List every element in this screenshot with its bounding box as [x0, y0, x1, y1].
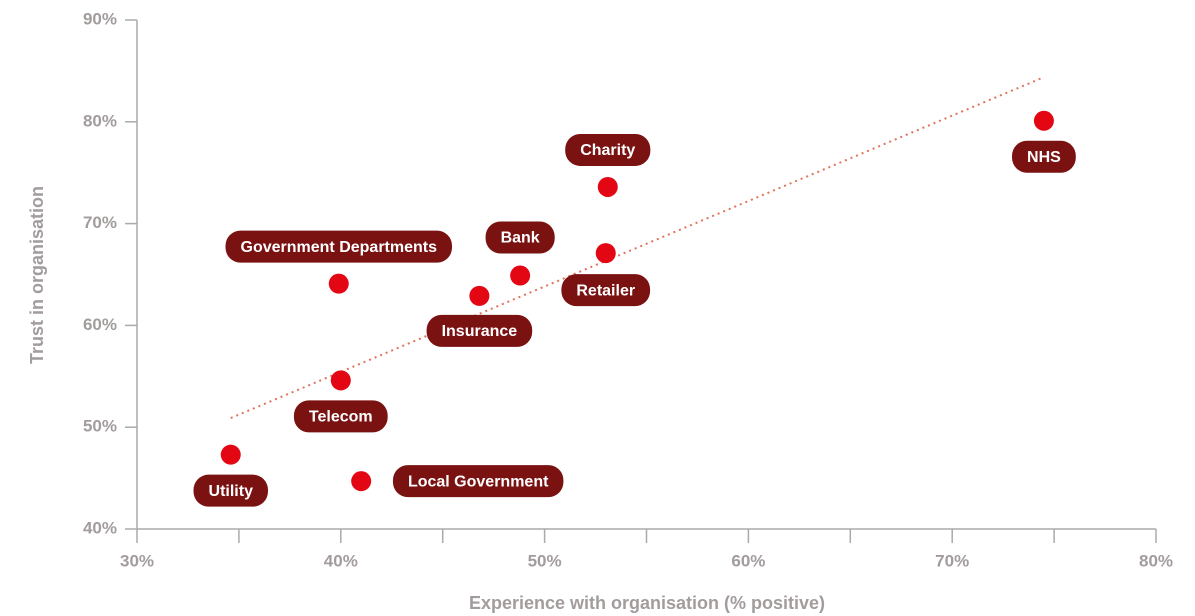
point-label: Local Government [392, 465, 564, 498]
label-pill [293, 400, 388, 433]
x-tick-label: 80% [1139, 551, 1173, 570]
point-label: Utility [193, 474, 268, 507]
label-text: Utility [209, 483, 254, 500]
label-text: Telecom [309, 409, 373, 426]
point-label: Retailer [561, 274, 651, 307]
label-pill [225, 230, 453, 263]
x-tick-label: 50% [528, 551, 562, 570]
point [510, 265, 531, 286]
point [597, 176, 618, 197]
label-text: Local Government [408, 473, 549, 490]
label-pill [565, 133, 651, 166]
point [330, 370, 351, 391]
label-text: Government Departments [241, 239, 438, 256]
label-pill [561, 274, 651, 307]
point-label: Telecom [293, 400, 388, 433]
point-label: Bank [485, 221, 555, 254]
x-axis-title: Experience with organisation (% positive… [469, 593, 825, 613]
y-tick-label: 50% [83, 417, 117, 436]
y-axis-title: Trust in organisation [27, 186, 47, 364]
trendline [230, 77, 1043, 419]
point [220, 444, 241, 465]
label-text: Bank [501, 230, 540, 247]
x-tick-label: 30% [120, 551, 154, 570]
label-pill [1012, 140, 1076, 173]
point [595, 243, 616, 264]
label-pill [485, 221, 555, 254]
point-label: NHS [1012, 140, 1076, 173]
y-tick-label: 60% [83, 315, 117, 334]
label-pill [193, 474, 268, 507]
point [351, 471, 372, 492]
x-tick-label: 40% [324, 551, 358, 570]
point-label: Charity [565, 133, 651, 166]
label-pill [392, 465, 564, 498]
point [1033, 110, 1054, 131]
label-text: Charity [580, 142, 635, 159]
point [469, 285, 490, 306]
label-text: NHS [1027, 149, 1061, 166]
point [328, 273, 349, 294]
point-label: Government Departments [225, 230, 453, 263]
x-tick-label: 60% [731, 551, 765, 570]
point-label: Insurance [426, 314, 533, 347]
label-pill [426, 314, 533, 347]
label-text: Retailer [576, 282, 635, 299]
x-tick-label: 70% [935, 551, 969, 570]
y-tick-label: 70% [83, 213, 117, 232]
y-tick-label: 90% [83, 9, 117, 28]
y-tick-label: 80% [83, 111, 117, 130]
y-tick-label: 40% [83, 518, 117, 537]
label-text: Insurance [442, 323, 518, 340]
